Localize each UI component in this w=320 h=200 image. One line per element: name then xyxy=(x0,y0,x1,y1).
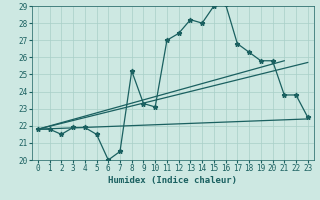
X-axis label: Humidex (Indice chaleur): Humidex (Indice chaleur) xyxy=(108,176,237,185)
